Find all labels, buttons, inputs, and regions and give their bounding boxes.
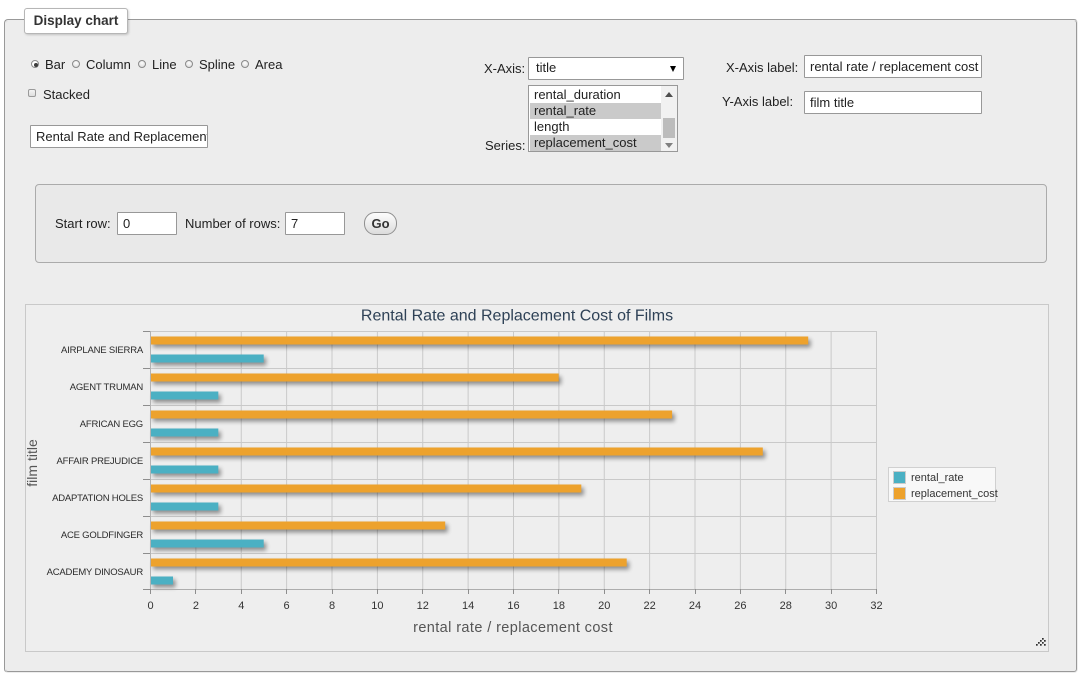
svg-text:AIRPLANE SIERRA: AIRPLANE SIERRA: [61, 345, 144, 356]
svg-text:4: 4: [238, 600, 244, 612]
svg-text:rental rate / replacement cost: rental rate / replacement cost: [413, 620, 613, 636]
svg-text:rental_rate: rental_rate: [911, 472, 964, 484]
svg-text:ACE GOLDFINGER: ACE GOLDFINGER: [61, 530, 144, 541]
svg-text:32: 32: [870, 600, 882, 612]
svg-text:0: 0: [147, 600, 153, 612]
svg-text:26: 26: [734, 600, 746, 612]
svg-text:30: 30: [825, 600, 837, 612]
svg-text:AFRICAN EGG: AFRICAN EGG: [80, 419, 143, 430]
svg-text:replacement_cost: replacement_cost: [911, 488, 998, 500]
svg-text:ADAPTATION HOLES: ADAPTATION HOLES: [52, 493, 143, 504]
svg-text:20: 20: [598, 600, 610, 612]
svg-text:10: 10: [371, 600, 383, 612]
svg-text:18: 18: [553, 600, 565, 612]
svg-text:8: 8: [329, 600, 335, 612]
svg-text:ACADEMY DINOSAUR: ACADEMY DINOSAUR: [47, 567, 144, 578]
svg-text:28: 28: [780, 600, 792, 612]
svg-text:22: 22: [643, 600, 655, 612]
svg-text:film title: film title: [26, 439, 40, 487]
svg-text:24: 24: [689, 600, 701, 612]
svg-text:2: 2: [193, 600, 199, 612]
svg-text:16: 16: [507, 600, 519, 612]
svg-text:AFFAIR PREJUDICE: AFFAIR PREJUDICE: [56, 456, 143, 467]
svg-text:AGENT TRUMAN: AGENT TRUMAN: [70, 382, 144, 393]
svg-text:12: 12: [417, 600, 429, 612]
svg-text:6: 6: [284, 600, 290, 612]
svg-text:14: 14: [462, 600, 474, 612]
svg-text:Rental Rate and Replacement Co: Rental Rate and Replacement Cost of Film…: [361, 308, 673, 325]
